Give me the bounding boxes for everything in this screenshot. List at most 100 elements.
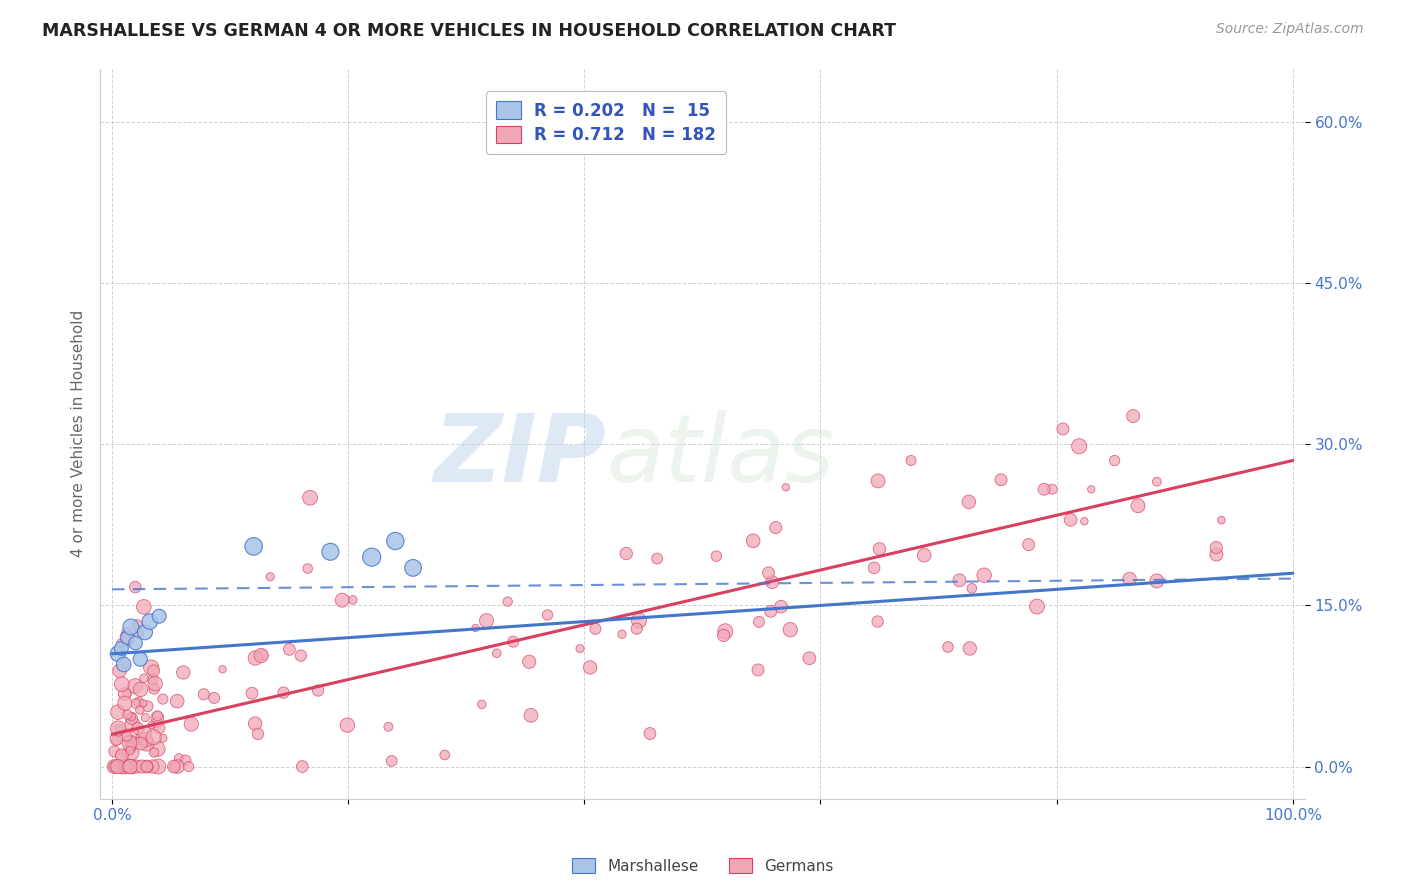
Point <box>128 626 150 640</box>
Text: atlas: atlas <box>606 410 834 501</box>
Point <box>125 759 148 773</box>
Point <box>139 660 162 674</box>
Point <box>110 636 132 650</box>
Point <box>713 628 735 642</box>
Point <box>863 561 886 575</box>
Point <box>141 759 163 773</box>
Point <box>614 546 637 560</box>
Point <box>115 625 138 640</box>
Point <box>142 730 165 744</box>
Point <box>869 541 891 556</box>
Point <box>502 634 524 648</box>
Point <box>297 561 319 575</box>
Point <box>127 617 149 632</box>
Point <box>129 737 152 751</box>
Point <box>1126 499 1149 513</box>
Point <box>948 574 970 588</box>
Point <box>121 746 143 760</box>
Point <box>1069 439 1091 453</box>
Point <box>124 679 146 693</box>
Point <box>114 746 136 760</box>
Point <box>299 491 322 505</box>
Point <box>1073 514 1095 528</box>
Point <box>112 759 135 773</box>
Text: MARSHALLESE VS GERMAN 4 OR MORE VEHICLES IN HOUSEHOLD CORRELATION CHART: MARSHALLESE VS GERMAN 4 OR MORE VEHICLES… <box>42 22 896 40</box>
Point <box>536 607 558 622</box>
Point <box>148 721 170 735</box>
Point <box>520 708 543 723</box>
Point <box>105 731 128 746</box>
Point <box>1052 422 1074 436</box>
Point <box>131 759 153 773</box>
Point <box>177 759 200 773</box>
Point <box>761 575 783 590</box>
Point <box>114 630 136 644</box>
Point <box>120 740 142 755</box>
Point <box>152 692 174 706</box>
Point <box>384 534 406 549</box>
Point <box>114 726 136 740</box>
Point <box>114 687 136 701</box>
Point <box>134 726 156 740</box>
Point <box>121 759 143 773</box>
Point <box>1146 475 1168 489</box>
Point <box>626 622 648 636</box>
Point <box>1040 482 1063 496</box>
Point <box>127 722 149 736</box>
Point <box>163 759 186 773</box>
Point <box>569 641 592 656</box>
Point <box>775 480 797 494</box>
Legend: Marshallese, Germans: Marshallese, Germans <box>567 852 839 880</box>
Point <box>645 551 668 566</box>
Point <box>290 648 312 663</box>
Point <box>121 710 143 724</box>
Point <box>471 698 494 712</box>
Point <box>1104 453 1126 467</box>
Point <box>1146 574 1168 588</box>
Point <box>108 759 131 773</box>
Point <box>136 699 159 714</box>
Point <box>517 655 540 669</box>
Point <box>381 754 404 768</box>
Point <box>146 708 169 723</box>
Point <box>319 545 342 559</box>
Point <box>342 593 364 607</box>
Point <box>360 550 382 565</box>
Point <box>132 696 155 710</box>
Point <box>402 561 425 575</box>
Point <box>496 594 519 608</box>
Point <box>167 751 190 765</box>
Point <box>125 697 148 711</box>
Point <box>128 703 150 717</box>
Point <box>115 687 138 701</box>
Point <box>799 651 821 665</box>
Point <box>117 633 139 648</box>
Point <box>120 620 142 634</box>
Point <box>146 711 169 725</box>
Point <box>124 580 146 594</box>
Point <box>118 759 141 773</box>
Point <box>114 657 136 672</box>
Point <box>146 715 169 730</box>
Point <box>959 641 981 656</box>
Point <box>107 722 129 736</box>
Point <box>759 604 782 618</box>
Point <box>163 759 186 773</box>
Point <box>117 707 139 722</box>
Point <box>128 695 150 709</box>
Point <box>112 758 135 772</box>
Point <box>104 759 127 773</box>
Point <box>330 593 353 607</box>
Point <box>135 759 157 773</box>
Point <box>115 729 138 743</box>
Point <box>166 759 188 773</box>
Point <box>273 685 295 699</box>
Point <box>1118 572 1140 586</box>
Point <box>1018 538 1040 552</box>
Point <box>103 759 125 773</box>
Point <box>765 520 787 534</box>
Point <box>148 759 170 773</box>
Point <box>585 622 607 636</box>
Point <box>973 568 995 582</box>
Point <box>143 681 166 696</box>
